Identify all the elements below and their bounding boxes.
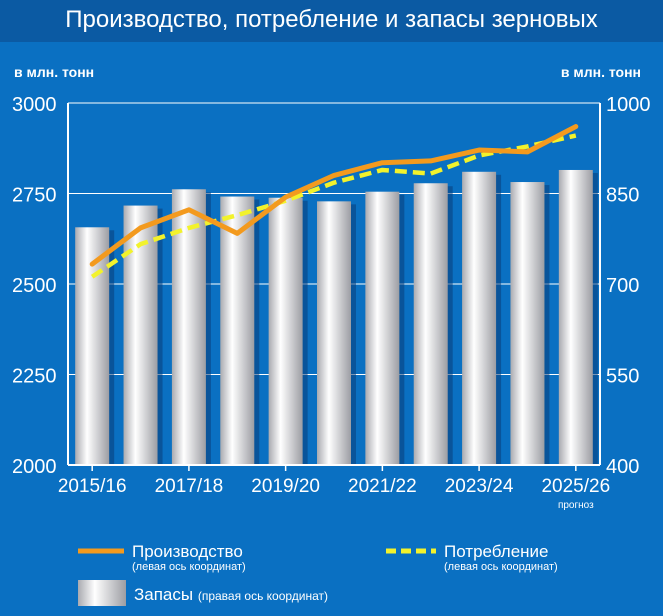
bar-stock bbox=[123, 205, 158, 466]
bars-group bbox=[75, 169, 598, 466]
x-tick-label: 2015/16 bbox=[58, 476, 127, 497]
x-tick-label: 2019/20 bbox=[251, 476, 320, 497]
bar-stock bbox=[268, 197, 303, 465]
legend-stock-label: Запасы (правая ось координат) bbox=[134, 585, 328, 604]
right-tick-label: 1000 bbox=[606, 94, 651, 116]
bar-stock bbox=[220, 196, 255, 465]
legend-consumption-note: (левая ось координат) bbox=[444, 561, 558, 573]
legend-consumption-label: Потребление bbox=[444, 542, 549, 561]
left-tick-label: 2750 bbox=[12, 185, 57, 207]
forecast-note: прогноз bbox=[558, 500, 594, 511]
left-tick-label: 2000 bbox=[12, 456, 57, 478]
left-tick-label: 2250 bbox=[12, 366, 57, 388]
legend-stock-swatch bbox=[78, 580, 126, 606]
x-tick-label: 2017/18 bbox=[155, 476, 224, 497]
left-tick-label: 3000 bbox=[12, 94, 57, 116]
chart-title: Производство, потребление и запасы зерно… bbox=[65, 6, 598, 33]
legend-production-note: (левая ось координат) bbox=[132, 561, 246, 573]
left-axis-unit: в млн. тонн bbox=[14, 64, 95, 80]
legend-production-label: Производство bbox=[132, 542, 243, 561]
bar-stock bbox=[317, 201, 351, 466]
left-tick-label: 2500 bbox=[12, 275, 57, 297]
x-tick-label: 2023/24 bbox=[445, 476, 514, 497]
right-axis-unit: в млн. тонн bbox=[560, 64, 641, 80]
line-production bbox=[89, 124, 579, 267]
axes-group: 3000 2750 2500 2250 2000 1000 850 700 550 400 2015… bbox=[12, 94, 651, 511]
bar-stock bbox=[510, 182, 545, 465]
bar-stock bbox=[558, 169, 593, 465]
right-tick-label: 550 bbox=[606, 366, 639, 388]
bar-stock bbox=[171, 189, 206, 465]
right-tick-label: 400 bbox=[606, 456, 639, 478]
bar-stock bbox=[365, 191, 400, 465]
bar-stock bbox=[75, 227, 110, 465]
bar-stock bbox=[413, 183, 448, 465]
x-tick-label: 2025/26 bbox=[541, 476, 610, 497]
x-tick-label: 2021/22 bbox=[348, 476, 417, 497]
right-tick-label: 850 bbox=[606, 185, 639, 207]
line-consumption bbox=[90, 133, 577, 279]
title-bar: Производство, потребление и запасы зерно… bbox=[0, 0, 663, 42]
legend-group: Производство(левая ось координат)Потребл… bbox=[78, 542, 558, 606]
bar-stock bbox=[462, 171, 497, 465]
lines-group bbox=[89, 124, 579, 279]
right-tick-label: 700 bbox=[606, 275, 639, 297]
